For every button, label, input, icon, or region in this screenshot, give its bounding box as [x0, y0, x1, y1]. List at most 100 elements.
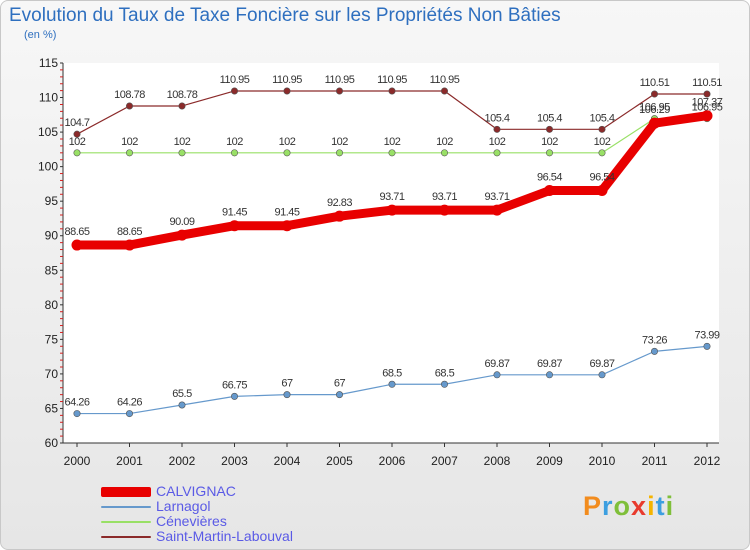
data-label: 106.29	[639, 104, 670, 116]
data-label: 102	[489, 136, 506, 148]
data-label: 96.54	[589, 172, 614, 184]
data-label: 102	[174, 136, 191, 148]
data-label: 102	[121, 136, 138, 148]
data-point	[440, 380, 448, 388]
data-label: 92.83	[327, 197, 352, 209]
data-label: 102	[226, 136, 243, 148]
legend-item: Larnagol	[101, 499, 293, 514]
y-tick-label: 100	[38, 160, 58, 174]
x-tick-label: 2000	[64, 454, 91, 468]
data-point	[176, 229, 188, 241]
chart-subtitle: (en %)	[24, 29, 57, 41]
data-point	[73, 149, 81, 157]
legend-item: CALVIGNAC	[101, 484, 293, 499]
logo-letter: o	[613, 491, 632, 521]
data-label: 67	[334, 378, 346, 390]
data-label: 105.4	[484, 112, 509, 124]
data-point	[544, 185, 555, 197]
data-label: 102	[594, 136, 611, 148]
data-point	[598, 125, 606, 133]
data-point	[334, 210, 345, 222]
data-label: 64.26	[117, 397, 142, 409]
data-label: 67	[281, 378, 293, 390]
legend-label: Larnagol	[156, 498, 211, 514]
x-tick-label: 2006	[379, 454, 406, 468]
data-point	[493, 125, 501, 133]
data-label: 66.75	[222, 379, 247, 391]
y-tick-label: 90	[45, 229, 59, 243]
data-point	[545, 149, 553, 157]
data-point	[283, 391, 291, 399]
data-point	[598, 371, 606, 379]
legend-label: Saint-Martin-Labouval	[156, 528, 293, 544]
legend-swatch	[101, 505, 151, 508]
data-point	[178, 401, 186, 409]
chart-title: Evolution du Taux de Taxe Foncière sur l…	[9, 5, 561, 26]
data-label: 104.7	[64, 117, 89, 129]
data-point	[440, 149, 448, 157]
data-point	[335, 149, 343, 157]
y-tick-label: 95	[45, 194, 59, 208]
data-point	[281, 220, 293, 232]
data-label: 91.45	[274, 207, 299, 219]
data-point	[388, 380, 396, 388]
data-point	[73, 410, 81, 418]
data-point	[545, 125, 553, 133]
y-tick-label: 75	[45, 332, 59, 346]
data-label: 102	[384, 136, 401, 148]
logo-letter: P	[583, 491, 603, 521]
data-point	[493, 149, 501, 157]
x-tick-label: 2002	[169, 454, 196, 468]
data-point	[124, 239, 135, 251]
data-label: 69.87	[589, 358, 614, 370]
data-label: 102	[331, 136, 348, 148]
legend-label: Cénevières	[156, 513, 227, 529]
y-tick-label: 60	[45, 436, 59, 450]
data-label: 91.45	[222, 207, 247, 219]
y-tick-label: 80	[45, 298, 59, 312]
y-tick-label: 65	[45, 401, 59, 415]
logo-letter: r	[602, 491, 614, 521]
data-point	[493, 371, 501, 379]
legend-label: CALVIGNAC	[156, 483, 236, 499]
x-tick-label: 2005	[326, 454, 353, 468]
data-label: 102	[541, 136, 558, 148]
data-point	[650, 90, 658, 98]
data-label: 73.99	[694, 329, 719, 341]
data-label: 106.95	[692, 102, 723, 114]
data-point	[231, 149, 239, 157]
data-point	[386, 204, 398, 216]
plot-area	[63, 63, 719, 443]
data-point	[283, 149, 291, 157]
data-point	[388, 149, 396, 157]
logo-letter: x	[631, 491, 648, 521]
legend-swatch	[101, 535, 151, 538]
data-point	[545, 371, 553, 379]
legend: CALVIGNAC Larnagol Cénevières Saint-Martin-…	[101, 484, 293, 544]
y-tick-label: 70	[45, 367, 59, 381]
data-label: 64.26	[64, 397, 89, 409]
data-point	[703, 342, 711, 350]
data-point	[231, 392, 239, 400]
data-label: 102	[436, 136, 453, 148]
data-label: 107.37	[692, 97, 723, 109]
data-point	[126, 102, 134, 110]
data-label: 68.5	[435, 367, 455, 379]
axes: 60 65 70 75 80 85 90 95 100 105 110 115 2000 2001 2002…	[38, 56, 721, 468]
x-tick-label: 2004	[274, 454, 301, 468]
data-point	[126, 149, 134, 157]
data-label: 73.26	[642, 334, 667, 346]
logo-letter: i	[665, 491, 675, 521]
data-label: 108.78	[167, 89, 198, 101]
x-tick-label: 2007	[431, 454, 458, 468]
data-label: 69.87	[537, 358, 562, 370]
series-layer	[71, 87, 713, 418]
data-point	[178, 102, 186, 110]
data-label: 93.71	[432, 191, 457, 203]
y-tick-label: 105	[38, 125, 58, 139]
data-label: 110.51	[640, 77, 670, 89]
data-point	[440, 87, 448, 95]
data-point	[650, 347, 658, 355]
